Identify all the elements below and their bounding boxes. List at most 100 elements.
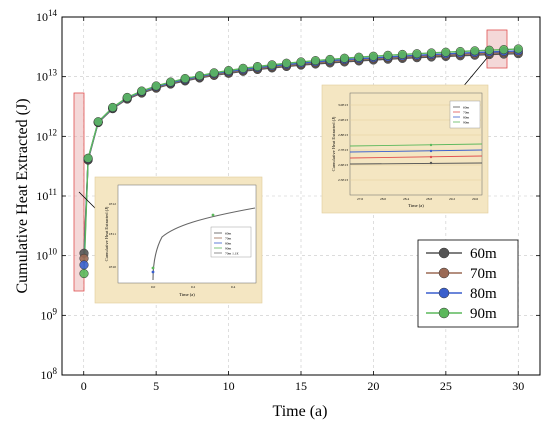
- inset-late: Cumulative Heat Extracted (J) Time (a) 2…: [321, 57, 489, 214]
- inset-early-legend-label: 80m: [225, 242, 232, 246]
- inset-early: Cumulative Heat Extracted (J) Time (a) 0…: [78, 176, 263, 304]
- x-tick-label: 20: [367, 379, 379, 393]
- inset-late-ytick: 2.9E13: [338, 118, 348, 122]
- inset-late-xtick: 29.2: [449, 197, 455, 201]
- legend-entries: 60m 70m 80m 90m: [426, 246, 497, 322]
- legend-marker-60m: [438, 247, 450, 259]
- data-point-90m: [296, 57, 306, 67]
- inset-early-legend-label: 70m 1.1E: [225, 252, 239, 256]
- inset-late-line-80m: [349, 149, 483, 153]
- data-point-90m: [151, 81, 161, 91]
- data-point-90m: [79, 269, 89, 279]
- legend-label: 90m: [470, 306, 497, 322]
- inset-late-xtick: 28.8: [426, 197, 432, 201]
- data-point-90m: [137, 86, 147, 96]
- x-axis-title: Time (a): [273, 403, 328, 420]
- inset-late-xtick: 29.6: [472, 197, 478, 201]
- data-point-90m: [122, 92, 132, 102]
- y-tick-label: 1010: [36, 247, 58, 263]
- data-point-90m: [412, 49, 422, 59]
- inset-early-marker: [151, 270, 155, 274]
- inset-late-marker: [429, 155, 433, 159]
- data-point-90m: [325, 54, 335, 64]
- data-point-90m: [108, 102, 118, 112]
- data-point-80m: [79, 260, 89, 270]
- data-point-90m: [470, 46, 480, 56]
- inset-late-legend-label: 80m: [463, 116, 470, 120]
- inset-early-marker: [211, 213, 215, 217]
- y-axis-title: Cumulative Heat Extracted (J): [14, 98, 31, 293]
- inset-early-curve: [152, 207, 256, 281]
- inset-late-legend-label: 60m: [463, 106, 470, 110]
- inset-early-ytick: 1E12: [109, 202, 117, 206]
- inset-late-xtick: 28.0: [380, 197, 386, 201]
- inset-early-ytick: 1E11: [109, 232, 117, 236]
- data-point-90m: [310, 56, 321, 66]
- data-point-90m: [267, 60, 277, 70]
- x-tick-label: 10: [223, 379, 235, 393]
- x-tick-label: 5: [153, 379, 159, 393]
- inset-late-ytick: 3.0E13: [338, 103, 348, 107]
- inset-late-xlabel: Time (a): [408, 203, 424, 208]
- legend-label: 70m: [470, 266, 497, 282]
- inset-late-line-70m: [349, 155, 483, 159]
- inset-early-marker: [151, 266, 155, 270]
- legend-marker-80m: [438, 287, 450, 299]
- inset-late-line-90m: [349, 143, 483, 147]
- x-tick-label: 25: [440, 379, 452, 393]
- inset-early-legend-label: 70m: [225, 237, 232, 241]
- inset-early-xtick: 0.4: [231, 285, 236, 289]
- data-point-90m: [195, 71, 205, 81]
- data-point-90m: [339, 53, 350, 63]
- x-tick-label: 0: [81, 379, 87, 393]
- data-point-90m: [426, 48, 436, 58]
- data-point-90m: [180, 73, 190, 84]
- legend-label: 80m: [470, 286, 497, 302]
- data-point-90m: [383, 50, 393, 60]
- data-point-90m: [83, 153, 93, 163]
- inset-late-ytick: 2.5E13: [338, 178, 348, 182]
- inset-late-legend-label: 90m: [463, 121, 470, 125]
- inset-late-pointer: [461, 57, 488, 89]
- series-layer: [79, 44, 523, 279]
- inset-late-marker: [429, 161, 433, 165]
- inset-late-ytick: 2.7E13: [338, 148, 348, 152]
- inset-early-ytick: 1E10: [109, 265, 117, 269]
- inset-early-legend: [210, 226, 252, 258]
- inset-early-xlabel: Time (a): [179, 292, 195, 297]
- inset-late-marker: [429, 143, 433, 147]
- data-point-90m: [354, 52, 364, 62]
- data-point-90m: [397, 49, 407, 59]
- inset-early-legend-label: 90m: [225, 247, 232, 251]
- data-point-90m: [441, 47, 451, 57]
- inset-late-legend-label: 70m: [463, 111, 470, 115]
- inset-late-ytick: 2.6E13: [338, 163, 348, 167]
- x-tick-label: 30: [512, 379, 524, 393]
- inset-late-xtick: 27.6: [357, 197, 363, 201]
- y-tick-label: 1012: [36, 127, 57, 143]
- inset-late-ylabel: Cumulative Heat Extracted (J): [331, 116, 336, 171]
- inset-late-marker: [429, 149, 433, 153]
- legend: 60m 70m 80m 90m: [417, 239, 519, 328]
- y-tick-label: 1011: [36, 187, 57, 203]
- legend-marker-90m: [438, 307, 450, 319]
- inset-late-ytick: 2.8E13: [338, 133, 348, 137]
- data-point-90m: [455, 46, 465, 57]
- inset-early-legend-label: 60m: [225, 232, 232, 236]
- axis-ticks: 0 5 10 15 20 25 30 108 109 1010 1011 1012 1013 1014: [36, 8, 540, 393]
- data-point-90m: [224, 65, 234, 76]
- inset-late-line-60m: [349, 162, 483, 165]
- y-tick-label: 1014: [36, 8, 58, 24]
- inset-late-legend: [449, 100, 481, 129]
- inset-early-xtick: 0.2: [191, 285, 196, 289]
- data-point-90m: [499, 45, 509, 55]
- inset-late-xtick: 28.4: [403, 197, 409, 201]
- legend-label: 60m: [470, 246, 497, 262]
- inset-early-xtick: 0.0: [151, 285, 156, 289]
- x-tick-label: 15: [295, 379, 307, 393]
- data-point-90m: [513, 44, 523, 54]
- y-tick-label: 1013: [36, 68, 58, 84]
- data-point-90m: [166, 77, 176, 87]
